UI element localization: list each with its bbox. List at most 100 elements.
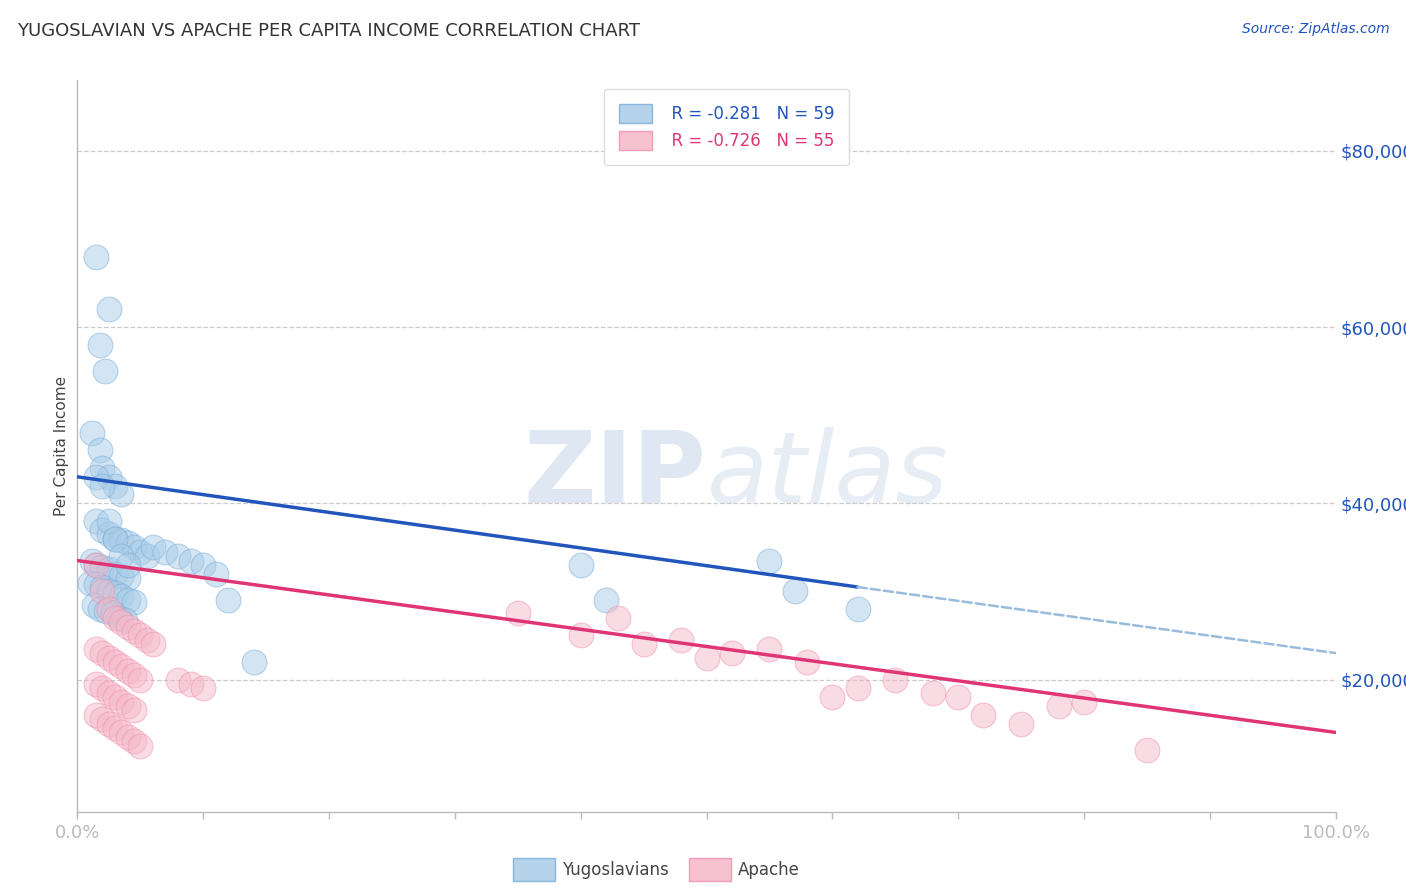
Text: atlas: atlas (707, 426, 948, 524)
Point (84, 641, 107, 656)
Point (89, 602, 111, 616)
Point (129, 545, 152, 559)
Point (110, 695, 132, 709)
Point (117, 558, 139, 572)
Point (96, 604, 118, 618)
Point (91, 580, 114, 594)
Point (122, 541, 145, 555)
Point (796, 655, 818, 669)
Point (110, 615, 132, 630)
Point (79, 575, 101, 590)
Point (191, 558, 215, 572)
Point (84, 577, 107, 591)
Point (84, 558, 107, 572)
Point (91, 523, 114, 537)
Point (569, 558, 592, 572)
Point (104, 611, 127, 625)
Point (117, 536, 139, 550)
Point (122, 734, 145, 748)
Point (758, 641, 780, 656)
Point (1010, 716, 1032, 731)
Point (191, 681, 215, 696)
Point (97, 562, 120, 576)
Point (97, 527, 120, 541)
Text: Apache: Apache (738, 861, 800, 879)
Point (82, 553, 104, 567)
Point (922, 686, 945, 700)
Point (972, 707, 994, 722)
Point (633, 637, 655, 651)
Point (569, 628, 592, 642)
Point (97, 650, 120, 665)
Point (180, 677, 202, 691)
Point (97, 584, 120, 599)
Point (97, 716, 120, 731)
Point (104, 721, 127, 735)
Point (122, 624, 145, 638)
Text: YUGOSLAVIAN VS APACHE PER CAPITA INCOME CORRELATION CHART: YUGOSLAVIAN VS APACHE PER CAPITA INCOME … (17, 22, 640, 40)
Point (884, 673, 907, 687)
Point (110, 487, 132, 501)
Point (82, 425, 104, 440)
Point (155, 545, 177, 559)
Point (180, 553, 202, 567)
Point (122, 668, 145, 682)
Point (84, 250, 107, 264)
Point (110, 659, 132, 673)
Point (167, 549, 190, 563)
Point (101, 607, 124, 621)
Point (104, 690, 127, 705)
Point (97, 470, 120, 484)
Point (104, 566, 127, 581)
Point (91, 559, 114, 574)
Point (167, 673, 190, 687)
Point (696, 650, 718, 665)
Point (114, 613, 136, 627)
Point (97, 686, 120, 700)
Point (595, 593, 617, 607)
Point (97, 514, 120, 528)
Point (84, 677, 107, 691)
Point (117, 593, 139, 607)
Point (1047, 698, 1070, 713)
Point (1073, 695, 1095, 709)
Point (135, 632, 157, 647)
Point (117, 664, 139, 678)
Text: Yugoslavians: Yugoslavians (562, 861, 669, 879)
Point (91, 478, 114, 492)
Y-axis label: Per Capita Income: Per Capita Income (53, 376, 69, 516)
Point (129, 739, 152, 753)
Point (122, 703, 145, 717)
Point (84, 558, 107, 572)
Point (110, 549, 132, 563)
Point (110, 533, 132, 548)
Point (97, 302, 120, 317)
Point (117, 620, 139, 634)
Text: Source: ZipAtlas.com: Source: ZipAtlas.com (1241, 22, 1389, 37)
Point (84, 470, 107, 484)
Point (948, 690, 970, 705)
Point (89, 337, 111, 351)
Point (104, 586, 127, 600)
Point (671, 632, 693, 647)
Point (89, 443, 111, 458)
Point (104, 655, 127, 669)
Point (122, 595, 145, 609)
Point (720, 646, 742, 660)
Point (506, 607, 529, 621)
Point (94, 364, 117, 378)
Point (91, 646, 114, 660)
Point (110, 568, 132, 582)
Point (142, 541, 165, 555)
Point (1136, 743, 1159, 757)
Legend:   R = -0.281   N = 59,   R = -0.726   N = 55: R = -0.281 N = 59, R = -0.726 N = 55 (605, 88, 849, 165)
Point (104, 478, 127, 492)
Point (91, 712, 114, 726)
Point (846, 602, 869, 616)
Point (108, 611, 131, 625)
Point (242, 655, 264, 669)
Point (821, 690, 844, 705)
Point (91, 681, 114, 696)
Point (846, 681, 869, 696)
Point (758, 553, 780, 567)
